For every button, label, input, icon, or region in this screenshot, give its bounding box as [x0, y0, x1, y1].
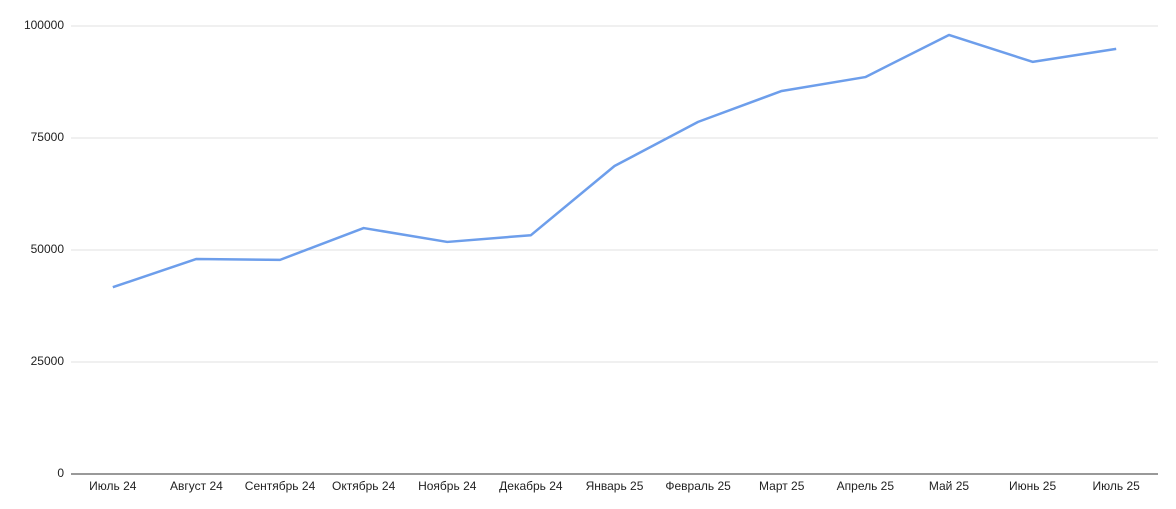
y-tick-label: 0: [57, 466, 64, 480]
x-tick-label: Март 25: [759, 479, 805, 493]
y-tick-label: 75000: [31, 130, 65, 144]
x-tick-label: Июнь 25: [1009, 479, 1057, 493]
x-tick-label: Сентябрь 24: [245, 479, 316, 493]
x-tick-label: Июль 24: [89, 479, 137, 493]
x-tick-label: Декабрь 24: [499, 479, 563, 493]
x-tick-label: Август 24: [170, 479, 223, 493]
line-series: [112, 33, 1117, 289]
x-tick-label: Ноябрь 24: [418, 479, 477, 493]
x-tick-label: Февраль 25: [665, 479, 731, 493]
y-tick-label: 25000: [31, 354, 65, 368]
x-tick-label: Январь 25: [586, 479, 644, 493]
x-tick-label: Май 25: [929, 479, 970, 493]
x-tick-label: Апрель 25: [837, 479, 895, 493]
y-tick-label: 50000: [31, 242, 65, 256]
x-tick-label: Октябрь 24: [332, 479, 396, 493]
x-tick-label: Июль 25: [1093, 479, 1141, 493]
y-tick-label: 100000: [24, 18, 64, 32]
